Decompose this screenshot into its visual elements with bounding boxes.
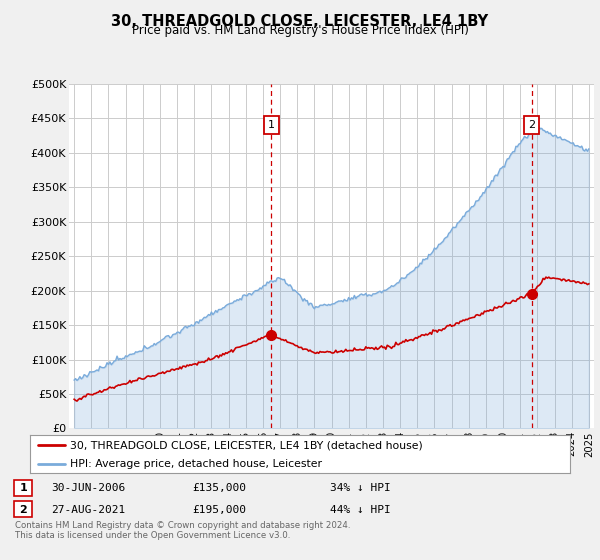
Text: 30, THREADGOLD CLOSE, LEICESTER, LE4 1BY: 30, THREADGOLD CLOSE, LEICESTER, LE4 1BY — [112, 14, 488, 29]
Text: Contains HM Land Registry data © Crown copyright and database right 2024.: Contains HM Land Registry data © Crown c… — [15, 521, 350, 530]
Text: This data is licensed under the Open Government Licence v3.0.: This data is licensed under the Open Gov… — [15, 531, 290, 540]
Text: 27-AUG-2021: 27-AUG-2021 — [51, 505, 125, 515]
Text: 1: 1 — [268, 120, 275, 130]
Text: 44% ↓ HPI: 44% ↓ HPI — [330, 505, 391, 515]
Text: 2: 2 — [20, 505, 27, 515]
Text: £195,000: £195,000 — [192, 505, 246, 515]
Text: 30, THREADGOLD CLOSE, LEICESTER, LE4 1BY (detached house): 30, THREADGOLD CLOSE, LEICESTER, LE4 1BY… — [71, 440, 423, 450]
Text: HPI: Average price, detached house, Leicester: HPI: Average price, detached house, Leic… — [71, 459, 323, 469]
Text: 30-JUN-2006: 30-JUN-2006 — [51, 483, 125, 493]
Text: £135,000: £135,000 — [192, 483, 246, 493]
Text: 34% ↓ HPI: 34% ↓ HPI — [330, 483, 391, 493]
Text: 1: 1 — [20, 483, 27, 493]
Text: Price paid vs. HM Land Registry's House Price Index (HPI): Price paid vs. HM Land Registry's House … — [131, 24, 469, 37]
Text: 2: 2 — [528, 120, 535, 130]
